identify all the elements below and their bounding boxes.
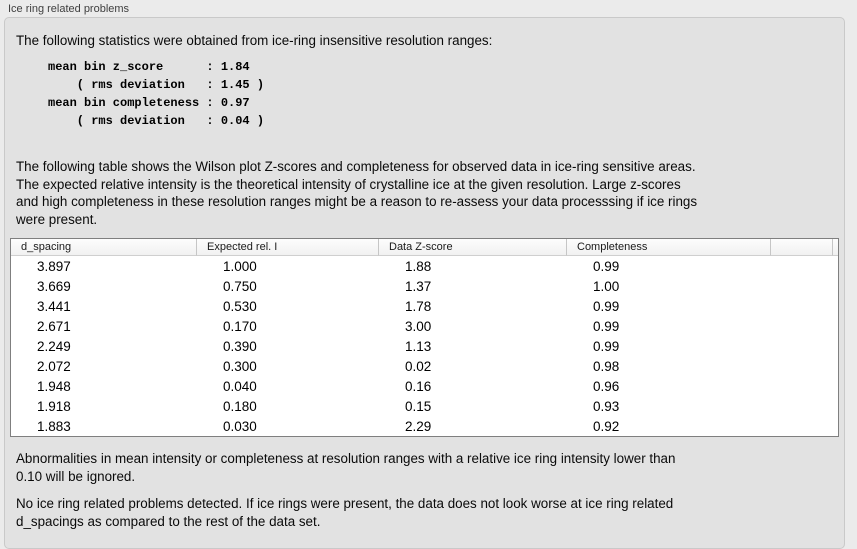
table-cell: 3.00 (405, 318, 432, 334)
table-cell-filler (833, 276, 838, 296)
table-cell: 0.96 (593, 378, 620, 394)
table-cell: 3.669 (37, 278, 71, 294)
table-cell: 0.750 (223, 278, 257, 294)
ice-ring-panel: The following statistics were obtained f… (4, 17, 845, 549)
table-cell: 0.93 (593, 398, 620, 414)
table-cell: 1.918 (37, 398, 71, 414)
column-header-filler-end (833, 239, 838, 256)
table-row[interactable]: 1.948 0.040 0.16 0.96 (11, 376, 838, 396)
table-cell-filler (771, 376, 833, 396)
table-cell-filler (833, 256, 838, 276)
table-row[interactable]: 3.669 0.750 1.37 1.00 (11, 276, 838, 296)
table-cell-filler (833, 376, 838, 396)
table-cell-filler (771, 396, 833, 416)
table-cell: 1.78 (405, 298, 432, 314)
table-row[interactable]: 2.249 0.390 1.13 0.99 (11, 336, 838, 356)
conclusion-text: No ice ring related problems detected. I… (16, 496, 674, 529)
table-cell: 0.530 (223, 298, 257, 314)
table-cell-filler (833, 416, 838, 436)
table-cell: 0.300 (223, 358, 257, 374)
ice-table-body: 3.897 1.000 1.88 0.99 3.669 0.750 1.37 1.00 3.44… (11, 256, 838, 436)
table-row[interactable]: 2.671 0.170 3.00 0.99 (11, 316, 838, 336)
table-cell: 1.37 (405, 278, 432, 294)
table-cell: 0.040 (223, 378, 257, 394)
table-cell: 0.180 (223, 398, 257, 414)
table-cell: 1.883 (37, 418, 71, 434)
table-cell: 2.072 (37, 358, 71, 374)
table-cell-filler (833, 316, 838, 336)
column-header-expected-rel-i[interactable]: Expected rel. I (197, 239, 379, 256)
intro-text: The following statistics were obtained f… (16, 33, 493, 48)
table-cell: 0.99 (593, 318, 620, 334)
table-cell: 1.000 (223, 258, 257, 274)
table-cell: 3.441 (37, 298, 71, 314)
table-cell-filler (833, 396, 838, 416)
table-cell: 0.170 (223, 318, 257, 334)
table-cell-filler (771, 416, 833, 436)
table-cell-filler (833, 356, 838, 376)
table-cell: 0.99 (593, 258, 620, 274)
table-row[interactable]: 3.897 1.000 1.88 0.99 (11, 256, 838, 276)
table-cell: 2.671 (37, 318, 71, 334)
table-cell: 0.99 (593, 338, 620, 354)
table-cell: 0.99 (593, 298, 620, 314)
table-header-row: d_spacing Expected rel. I Data Z-score C… (11, 239, 838, 256)
table-cell: 1.00 (593, 278, 620, 294)
table-cell: 0.92 (593, 418, 620, 434)
column-header-completeness[interactable]: Completeness (567, 239, 771, 256)
table-cell-filler (771, 296, 833, 316)
panel-title: Ice ring related problems (8, 3, 130, 15)
table-cell-filler (771, 316, 833, 336)
table-cell-filler (833, 296, 838, 316)
table-cell-filler (771, 336, 833, 356)
column-header-filler (771, 239, 833, 256)
table-cell: 0.15 (405, 398, 432, 414)
table-cell: 0.98 (593, 358, 620, 374)
table-cell: 2.249 (37, 338, 71, 354)
table-cell-filler (771, 356, 833, 376)
column-header-data-z-score[interactable]: Data Z-score (379, 239, 567, 256)
table-cell: 1.88 (405, 258, 432, 274)
table-cell-filler (771, 256, 833, 276)
column-header-d-spacing[interactable]: d_spacing (11, 239, 197, 256)
table-row[interactable]: 3.441 0.530 1.78 0.99 (11, 296, 838, 316)
table-cell: 1.13 (405, 338, 432, 354)
table-cell-filler (833, 336, 838, 356)
note-ignore-text: Abnormalities in mean intensity or compl… (16, 451, 676, 484)
table-cell-filler (771, 276, 833, 296)
statistics-block: mean bin z_score : 1.84 ( rms deviation … (48, 60, 265, 128)
table-cell: 2.29 (405, 418, 432, 434)
table-description: The following table shows the Wilson plo… (16, 159, 698, 227)
table-cell: 0.030 (223, 418, 257, 434)
table-cell: 0.390 (223, 338, 257, 354)
table-row[interactable]: 1.883 0.030 2.29 0.92 (11, 416, 838, 436)
table-row[interactable]: 1.918 0.180 0.15 0.93 (11, 396, 838, 416)
table-cell: 0.16 (405, 378, 432, 394)
ice-ring-table: d_spacing Expected rel. I Data Z-score C… (10, 238, 839, 437)
table-row[interactable]: 2.072 0.300 0.02 0.98 (11, 356, 838, 376)
table-cell: 0.02 (405, 358, 432, 374)
table-cell: 1.948 (37, 378, 71, 394)
table-cell: 3.897 (37, 258, 71, 274)
